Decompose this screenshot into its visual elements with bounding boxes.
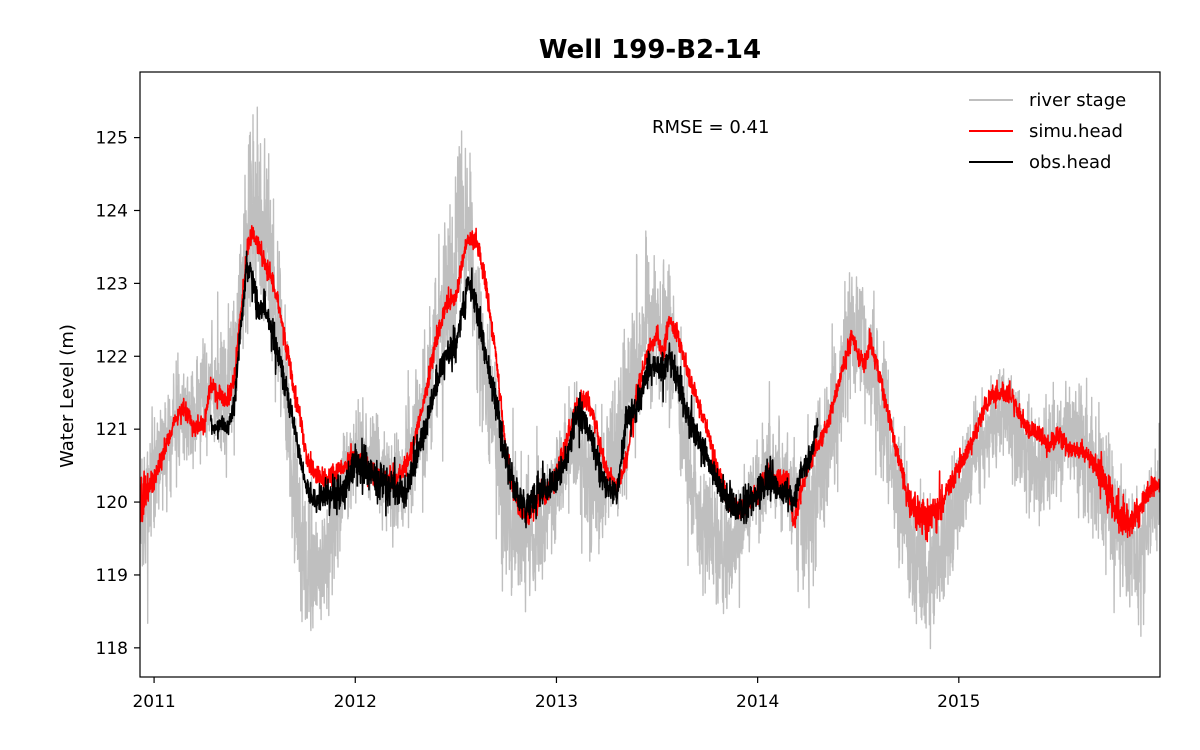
y-tick-label: 125	[96, 129, 128, 149]
x-tick-label: 2015	[937, 692, 980, 712]
x-tick-label: 2013	[535, 692, 578, 712]
y-axis: 118 119 120 121 122 123 124 125	[96, 129, 140, 659]
x-tick-label: 2014	[736, 692, 779, 712]
series-layer	[140, 106, 1160, 650]
y-tick-label: 123	[96, 274, 128, 294]
x-axis: 2011 2012 2013 2014 2015	[132, 677, 980, 712]
legend-label: simu.head	[1029, 121, 1123, 142]
legend: river stage simu.head obs.head	[969, 90, 1126, 173]
x-tick-label: 2011	[132, 692, 175, 712]
y-tick-label: 118	[96, 639, 128, 659]
y-tick-label: 124	[96, 201, 128, 221]
y-tick-label: 122	[96, 347, 128, 367]
series-line-obs-head	[209, 250, 819, 529]
y-tick-label: 121	[96, 420, 128, 440]
y-axis-label: Water Level (m)	[57, 324, 78, 468]
chart-title: Well 199-B2-14	[539, 35, 761, 65]
series-line-simu-head	[140, 225, 1160, 543]
legend-label: river stage	[1029, 90, 1126, 111]
rmse-annotation: RMSE = 0.41	[652, 117, 769, 138]
legend-label: obs.head	[1029, 152, 1111, 173]
x-tick-label: 2012	[334, 692, 377, 712]
y-tick-label: 119	[96, 566, 128, 586]
y-tick-label: 120	[96, 493, 128, 513]
plot-frame	[139, 71, 1161, 678]
